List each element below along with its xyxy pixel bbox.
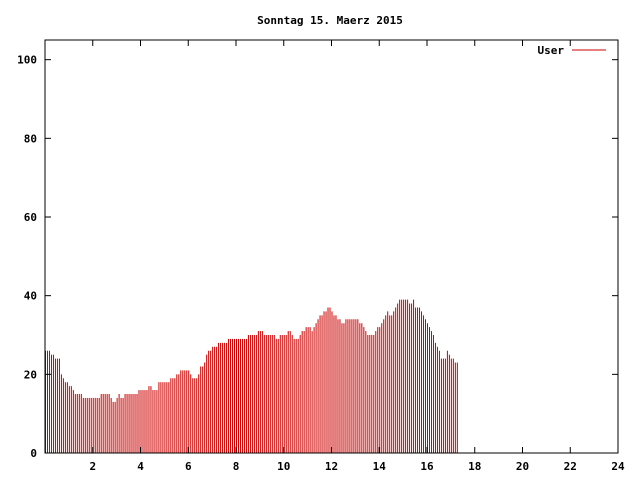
x-tick-label: 22: [564, 460, 577, 473]
x-tick-label: 14: [373, 460, 387, 473]
x-tick-label: 18: [468, 460, 481, 473]
x-tick-label: 12: [325, 460, 338, 473]
x-tick-label: 24: [611, 460, 625, 473]
x-tick-label: 16: [420, 460, 434, 473]
y-tick-label: 100: [17, 54, 37, 67]
x-tick-label: 4: [137, 460, 144, 473]
chart-title: Sonntag 15. Maerz 2015: [257, 14, 403, 27]
y-tick-label: 80: [24, 132, 37, 145]
legend-label-user: User: [538, 44, 565, 57]
y-tick-label: 60: [24, 211, 37, 224]
y-tick-label: 20: [24, 368, 37, 381]
y-tick-label: 0: [30, 447, 37, 460]
x-tick-label: 20: [516, 460, 529, 473]
user-series-bars: [45, 299, 458, 453]
x-tick-label: 2: [89, 460, 96, 473]
x-tick-label: 6: [185, 460, 192, 473]
x-tick-label: 10: [277, 460, 290, 473]
x-tick-label: 8: [233, 460, 240, 473]
legend: User: [538, 44, 606, 57]
y-tick-label: 40: [24, 290, 37, 303]
